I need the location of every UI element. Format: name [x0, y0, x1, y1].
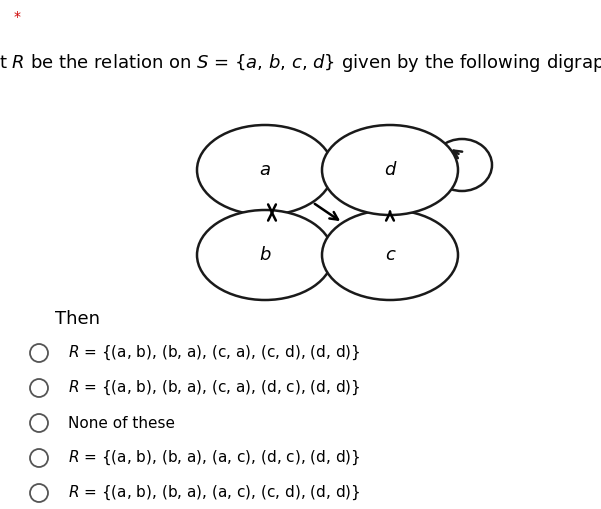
- Text: d: d: [384, 161, 395, 179]
- Text: b: b: [259, 246, 270, 264]
- Text: *: *: [14, 10, 21, 24]
- Text: $R$ = {(a, b), (b, a), (a, c), (c, d), (d, d)}: $R$ = {(a, b), (b, a), (a, c), (c, d), (…: [68, 484, 361, 502]
- Text: $R$ = {(a, b), (b, a), (c, a), (c, d), (d, d)}: $R$ = {(a, b), (b, a), (c, a), (c, d), (…: [68, 344, 361, 362]
- Ellipse shape: [197, 210, 333, 300]
- Text: $R$ = {(a, b), (b, a), (a, c), (d, c), (d, d)}: $R$ = {(a, b), (b, a), (a, c), (d, c), (…: [68, 449, 361, 467]
- Ellipse shape: [322, 210, 458, 300]
- Text: Let $R$ be the relation on $S$ = {$a$, $b$, $c$, $d$} given by the following dig: Let $R$ be the relation on $S$ = {$a$, $…: [0, 52, 601, 74]
- Text: Then: Then: [55, 310, 100, 328]
- Text: None of these: None of these: [68, 415, 175, 431]
- Text: a: a: [260, 161, 270, 179]
- Ellipse shape: [197, 125, 333, 215]
- Text: c: c: [385, 246, 395, 264]
- Text: $R$ = {(a, b), (b, a), (c, a), (d, c), (d, d)}: $R$ = {(a, b), (b, a), (c, a), (d, c), (…: [68, 379, 361, 397]
- Ellipse shape: [322, 125, 458, 215]
